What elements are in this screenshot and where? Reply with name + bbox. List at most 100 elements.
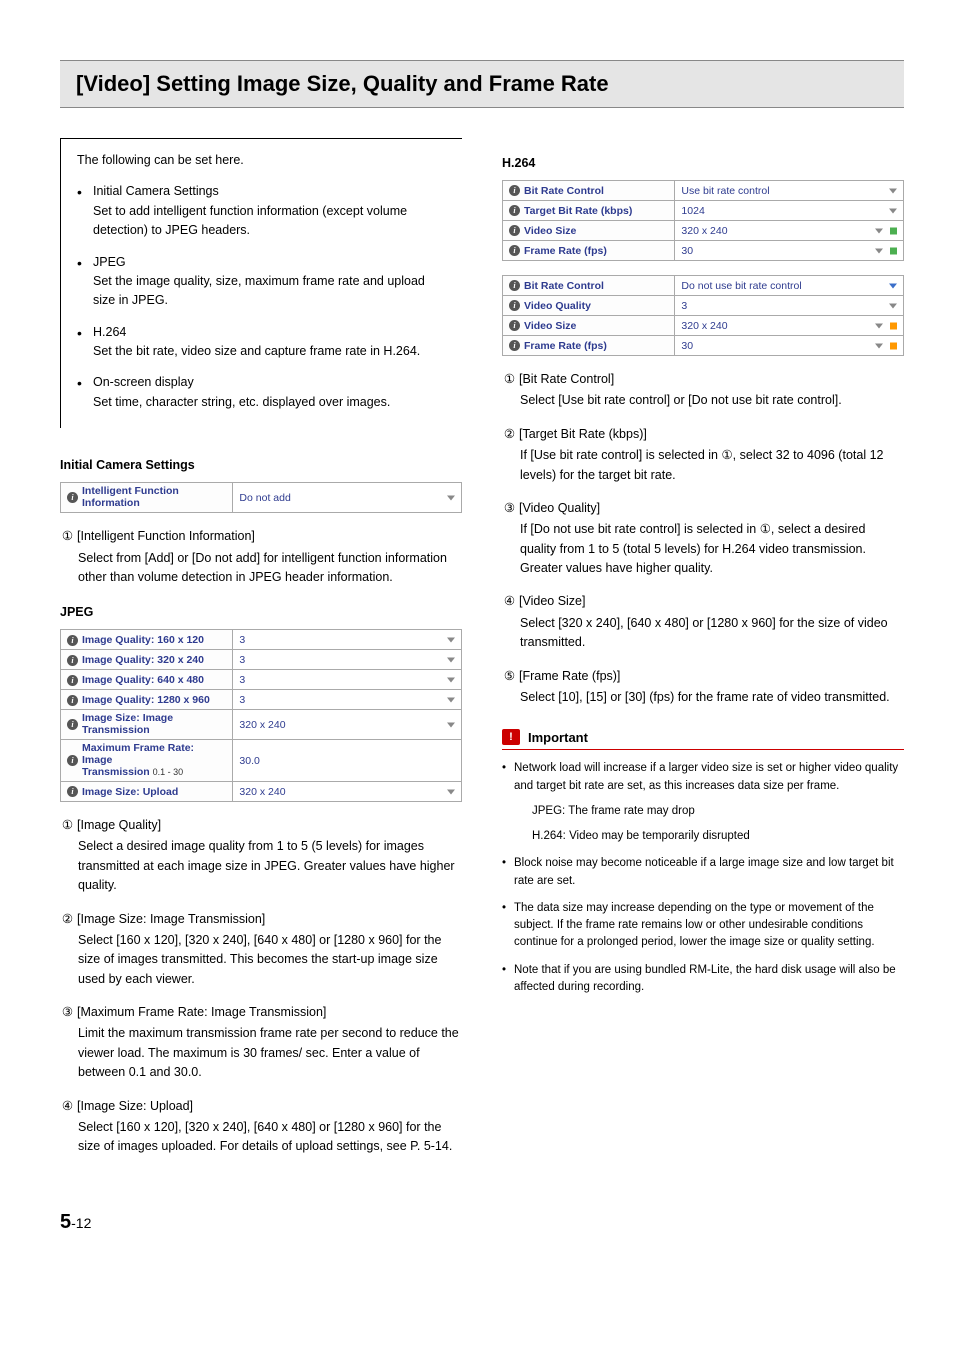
list-item: ③[Maximum Frame Rate: Image Transmission…: [60, 1003, 462, 1083]
setting-label: iVideo Size: [503, 316, 675, 336]
dropdown-icon: [875, 323, 883, 328]
h264-heading: H.264: [502, 156, 904, 170]
page-title-bar: [Video] Setting Image Size, Quality and …: [60, 60, 904, 108]
info-icon: i: [67, 786, 78, 797]
list-item: ⑤[Frame Rate (fps)]Select [10], [15] or …: [502, 667, 904, 708]
info-icon: i: [67, 675, 78, 686]
info-icon: i: [509, 340, 520, 351]
info-icon: i: [509, 245, 520, 256]
important-item: The data size may increase depending on …: [502, 900, 904, 952]
h264-table-2: iBit Rate ControlDo not use bit rate con…: [502, 275, 904, 356]
dropdown-icon: [875, 228, 883, 233]
setting-label: iBit Rate Control: [503, 181, 675, 201]
setting-value[interactable]: 30: [675, 336, 904, 356]
setting-label: iFrame Rate (fps): [503, 241, 675, 261]
setting-value[interactable]: Do not add: [233, 483, 462, 513]
setting-label: iMaximum Frame Rate: ImageTransmission 0…: [61, 740, 233, 782]
initial-heading: Initial Camera Settings: [60, 458, 462, 472]
dropdown-icon: [447, 637, 455, 642]
setting-label: iImage Size: ImageTransmission: [61, 710, 233, 740]
list-item: ①[Intelligent Function Information] Sele…: [60, 527, 462, 587]
setting-value[interactable]: 320 x 240: [675, 221, 904, 241]
info-icon: i: [67, 695, 78, 706]
initial-settings-table: i Intelligent Function Information Do no…: [60, 482, 462, 513]
setting-label: i Intelligent Function Information: [61, 483, 233, 513]
list-item: ④[Video Size]Select [320 x 240], [640 x …: [502, 592, 904, 652]
intro-item: Initial Camera SettingsSet to add intell…: [77, 182, 446, 240]
setting-value[interactable]: Do not use bit rate control: [675, 276, 904, 296]
dropdown-icon: [889, 208, 897, 213]
status-indicator: [890, 247, 897, 254]
h264-table-1: iBit Rate ControlUse bit rate controliTa…: [502, 180, 904, 261]
setting-value[interactable]: 1024: [675, 201, 904, 221]
setting-label: iImage Size: Upload: [61, 782, 233, 802]
setting-value[interactable]: 30: [675, 241, 904, 261]
important-item: Note that if you are using bundled RM-Li…: [502, 962, 904, 997]
status-indicator: [890, 322, 897, 329]
dropdown-icon: [875, 248, 883, 253]
list-item: ④[Image Size: Upload]Select [160 x 120],…: [60, 1097, 462, 1157]
setting-value[interactable]: 3: [233, 690, 462, 710]
dropdown-icon: [447, 722, 455, 727]
intro-item: H.264Set the bit rate, video size and ca…: [77, 323, 446, 362]
intro-item: On-screen displaySet time, character str…: [77, 373, 446, 412]
left-column: The following can be set here. Initial C…: [60, 138, 462, 1171]
info-icon: i: [509, 205, 520, 216]
info-icon: i: [67, 755, 78, 766]
important-item: Network load will increase if a larger v…: [502, 760, 904, 845]
dropdown-icon: [875, 343, 883, 348]
status-indicator: [890, 342, 897, 349]
info-icon: i: [67, 719, 78, 730]
list-item: ①[Bit Rate Control]Select [Use bit rate …: [502, 370, 904, 411]
setting-value[interactable]: 3: [233, 630, 462, 650]
dropdown-icon: [447, 697, 455, 702]
dropdown-icon: [447, 789, 455, 794]
setting-value[interactable]: 320 x 240: [233, 710, 462, 740]
info-icon: i: [509, 300, 520, 311]
dropdown-icon: [447, 495, 455, 500]
intro-item: JPEGSet the image quality, size, maximum…: [77, 253, 446, 311]
setting-value[interactable]: 320 x 240: [675, 316, 904, 336]
setting-value[interactable]: 30.0: [233, 740, 462, 782]
dropdown-icon: [447, 657, 455, 662]
setting-label: iBit Rate Control: [503, 276, 675, 296]
jpeg-heading: JPEG: [60, 605, 462, 619]
setting-value[interactable]: Use bit rate control: [675, 181, 904, 201]
info-icon: i: [509, 185, 520, 196]
dropdown-icon: [889, 283, 897, 288]
important-item: Block noise may become noticeable if a l…: [502, 855, 904, 890]
setting-label: iFrame Rate (fps): [503, 336, 675, 356]
intro-box: The following can be set here. Initial C…: [60, 138, 462, 428]
setting-label: iImage Quality: 1280 x 960: [61, 690, 233, 710]
setting-label: iVideo Quality: [503, 296, 675, 316]
dropdown-icon: [447, 677, 455, 682]
list-item: ①[Image Quality]Select a desired image q…: [60, 816, 462, 896]
info-icon: i: [509, 320, 520, 331]
important-bar: Important: [502, 725, 904, 750]
list-item: ②[Target Bit Rate (kbps)]If [Use bit rat…: [502, 425, 904, 485]
page-title: [Video] Setting Image Size, Quality and …: [76, 71, 888, 97]
dropdown-icon: [889, 188, 897, 193]
list-item: ③[Video Quality]If [Do not use bit rate …: [502, 499, 904, 579]
important-icon: [502, 729, 520, 745]
setting-label: iTarget Bit Rate (kbps): [503, 201, 675, 221]
setting-value[interactable]: 3: [233, 650, 462, 670]
info-icon: i: [509, 225, 520, 236]
setting-label: iImage Quality: 640 x 480: [61, 670, 233, 690]
right-column: H.264 iBit Rate ControlUse bit rate cont…: [502, 138, 904, 1171]
status-indicator: [890, 227, 897, 234]
list-item: ②[Image Size: Image Transmission]Select …: [60, 910, 462, 990]
setting-label: iImage Quality: 160 x 120: [61, 630, 233, 650]
setting-value[interactable]: 3: [233, 670, 462, 690]
info-icon: i: [67, 635, 78, 646]
setting-label: iImage Quality: 320 x 240: [61, 650, 233, 670]
important-label: Important: [528, 730, 588, 745]
page-footer: 5-12: [60, 1211, 904, 1234]
setting-value[interactable]: 320 x 240: [233, 782, 462, 802]
jpeg-table: iImage Quality: 160 x 1203iImage Quality…: [60, 629, 462, 802]
important-list: Network load will increase if a larger v…: [502, 760, 904, 996]
setting-label: iVideo Size: [503, 221, 675, 241]
setting-value[interactable]: 3: [675, 296, 904, 316]
intro-lead: The following can be set here.: [77, 151, 446, 170]
dropdown-icon: [889, 303, 897, 308]
